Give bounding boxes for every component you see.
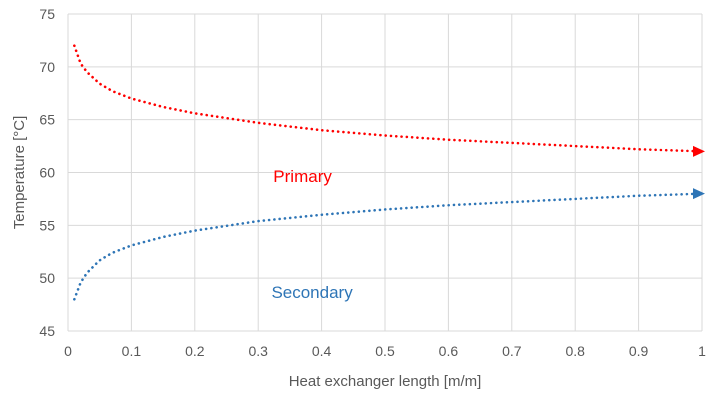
x-axis-ticks: 0 0.1 0.2 0.3 0.4 0.5 0.6 0.7 0.8 0.9 1 — [64, 343, 706, 359]
y-tick-label: 55 — [39, 217, 55, 233]
y-tick-label: 75 — [39, 6, 55, 22]
y-tick-label: 50 — [39, 270, 55, 286]
x-tick-label: 0.7 — [502, 343, 522, 359]
series-end-arrow-primary — [693, 145, 705, 157]
series-line-primary — [73, 44, 704, 153]
x-tick-label: 0 — [64, 343, 72, 359]
series-label-secondary: Secondary — [271, 283, 353, 302]
series-line-secondary — [73, 192, 704, 301]
x-tick-label: 0.6 — [439, 343, 459, 359]
x-tick-label: 0.2 — [185, 343, 205, 359]
x-tick-label: 0.4 — [312, 343, 332, 359]
y-tick-label: 65 — [39, 112, 55, 128]
x-tick-label: 0.8 — [565, 343, 585, 359]
series-lines — [73, 44, 705, 301]
x-tick-label: 0.9 — [629, 343, 649, 359]
x-tick-label: 0.1 — [122, 343, 142, 359]
y-axis-title: Temperature [°C] — [11, 116, 28, 230]
gridlines — [67, 13, 703, 332]
y-tick-label: 60 — [39, 165, 55, 181]
y-tick-label: 45 — [39, 323, 55, 339]
x-tick-label: 1 — [698, 343, 706, 359]
series-annotations: Primary Secondary — [271, 167, 353, 302]
series-end-arrow-secondary — [693, 188, 705, 200]
x-axis-title: Heat exchanger length [m/m] — [289, 373, 482, 390]
x-tick-label: 0.3 — [248, 343, 268, 359]
y-tick-label: 70 — [39, 59, 55, 75]
x-tick-label: 0.5 — [375, 343, 395, 359]
y-axis-ticks: 45 50 55 60 65 70 75 — [39, 6, 55, 339]
series-label-primary: Primary — [273, 167, 332, 186]
